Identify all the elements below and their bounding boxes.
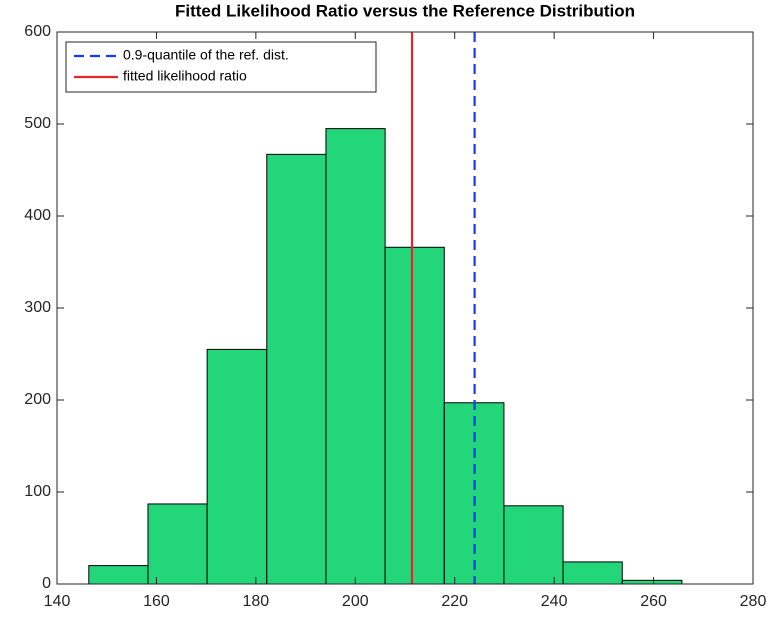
- legend: 0.9-quantile of the ref. dist. fitted lik…: [65, 41, 377, 93]
- bar: [266, 153, 327, 585]
- bar: [88, 565, 149, 585]
- y-tick-label: 0: [42, 575, 51, 592]
- legend-label: fitted likelihood ratio: [123, 68, 247, 84]
- bar: [206, 348, 268, 585]
- x-tick-label: 220: [441, 593, 468, 610]
- legend-label: 0.9-quantile of the ref. dist.: [123, 47, 289, 63]
- x-tick-label: 180: [243, 593, 270, 610]
- bar: [562, 561, 623, 585]
- bar: [325, 128, 386, 585]
- x-tick-label: 200: [342, 593, 369, 610]
- x-tick-label: 160: [143, 593, 170, 610]
- x-tick-label: 280: [740, 593, 767, 610]
- chart-title: Fitted Likelihood Ratio versus the Refer…: [175, 1, 635, 20]
- y-tick-label: 100: [24, 483, 51, 500]
- y-tick-label: 600: [24, 23, 51, 40]
- x-tick-label: 240: [541, 593, 568, 610]
- x-tick-label: 140: [44, 593, 71, 610]
- legend-box: [65, 41, 377, 93]
- y-tick-label: 500: [24, 115, 51, 132]
- y-tick-label: 400: [24, 207, 51, 224]
- bar: [384, 246, 445, 585]
- bar: [147, 503, 208, 585]
- bar: [621, 579, 683, 585]
- y-tick-label: 300: [24, 299, 51, 316]
- x-tick-label: 260: [640, 593, 667, 610]
- bar: [443, 402, 505, 585]
- bar: [503, 505, 564, 585]
- y-tick-label: 200: [24, 391, 51, 408]
